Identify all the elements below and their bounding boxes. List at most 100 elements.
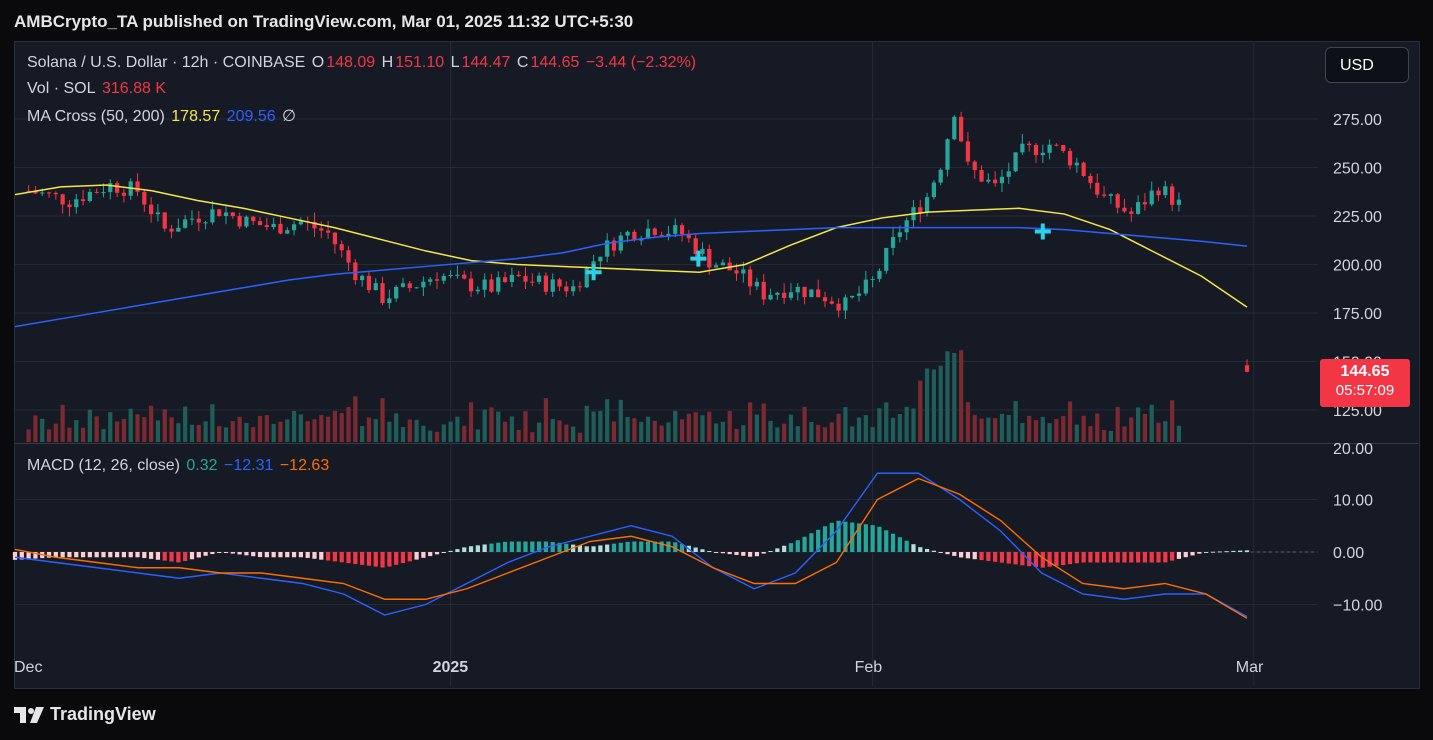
ma-legend: MA Cross (50, 200) 178.57 209.56 ∅	[27, 106, 298, 126]
ma-50-line	[14, 184, 1248, 308]
volume-bar	[271, 423, 276, 442]
currency-button[interactable]: USD	[1325, 47, 1409, 83]
macd-hist-bar	[448, 550, 453, 552]
candle-body	[46, 192, 52, 194]
macd-hist-bar	[414, 552, 419, 560]
macd-hist-bar	[822, 526, 828, 552]
close-value: 144.65	[530, 54, 580, 71]
candle-body	[509, 274, 514, 282]
volume-bar	[1156, 422, 1161, 442]
candle-body	[1176, 199, 1182, 205]
macd-hist-bar	[60, 552, 65, 558]
macd-hist-bar	[645, 541, 651, 552]
macd-hist-bar	[135, 552, 140, 558]
candle-body	[1074, 162, 1079, 166]
macd-hist-bar	[230, 552, 235, 554]
macd-hist-bar	[639, 541, 644, 552]
macd-hist-bar	[183, 552, 188, 561]
candle-body	[53, 192, 58, 195]
volume-bar	[346, 407, 351, 442]
volume-bar	[1129, 417, 1134, 442]
candle-body	[40, 192, 45, 194]
macd-hist-bar	[843, 521, 848, 552]
candle-body	[1101, 194, 1107, 196]
macd-hist-bar	[782, 545, 787, 552]
candle-body	[795, 286, 800, 293]
volume-bar	[46, 429, 52, 442]
volume-bar	[1176, 425, 1182, 442]
volume-bar	[121, 418, 127, 442]
volume-bar	[754, 414, 760, 442]
macd-hist-bar	[455, 549, 460, 552]
candle-body	[482, 279, 487, 290]
volume-bar	[26, 429, 31, 442]
macd-hist-bar	[12, 552, 18, 560]
volume-bar	[33, 415, 38, 442]
candle-body	[1135, 202, 1141, 214]
volume-bar	[67, 427, 72, 442]
macd-hist-bar	[489, 543, 494, 552]
candle-body	[26, 190, 31, 192]
candle-body	[298, 221, 303, 225]
macd-hist-bar	[652, 541, 657, 552]
volume-bar	[700, 415, 705, 442]
publish-line: AMBCrypto_TA published on TradingView.co…	[14, 12, 634, 31]
volume-bar	[455, 416, 460, 442]
candle-body	[863, 279, 868, 294]
candle-body	[1149, 190, 1154, 205]
volume-bar	[938, 365, 943, 442]
candle-body	[598, 256, 603, 262]
candle-body	[1013, 152, 1018, 172]
candle-body	[530, 281, 535, 283]
volume-bar	[366, 417, 372, 442]
macd-hist-bar	[101, 552, 106, 558]
macd-hist-bar	[775, 548, 780, 552]
macd-hist-bar	[523, 541, 528, 552]
volume-bar	[108, 412, 113, 442]
candle-body	[625, 231, 630, 236]
open-label: O	[311, 54, 325, 71]
volume-bar	[802, 406, 807, 442]
macd-hist-bar	[251, 552, 256, 557]
candle-body	[1081, 162, 1086, 176]
candle-body	[679, 225, 685, 235]
volume-bar	[659, 425, 664, 442]
macd-hist-bar	[237, 552, 242, 555]
macd-hist-bar	[816, 529, 821, 552]
brand-logo: TradingView	[14, 704, 156, 725]
candle-body	[918, 207, 923, 213]
grid-lines	[15, 42, 1418, 686]
volume-bar	[434, 431, 440, 442]
candle-body	[332, 232, 338, 245]
volume-bar	[598, 410, 603, 442]
macd-hist-bar	[189, 552, 195, 560]
macd-hist-bar	[761, 552, 766, 554]
macd-label: MACD (12, 26, close)	[27, 457, 180, 474]
macd-hist-bar	[802, 536, 807, 552]
macd-hist-bar	[1115, 552, 1120, 563]
volume-bar	[251, 427, 256, 442]
volume-bar	[775, 427, 780, 442]
volume-bar	[1006, 414, 1011, 442]
ma50-value: 178.57	[171, 108, 221, 125]
macd-tick-label: 20.00	[1333, 441, 1373, 458]
candle-body	[101, 192, 106, 194]
volume-bar	[557, 420, 562, 442]
candle-body	[400, 283, 406, 287]
macd-hist-bar	[591, 546, 596, 552]
chart-frame[interactable]	[14, 41, 1420, 689]
volume-bar	[203, 421, 208, 442]
macd-hist-bar	[1006, 552, 1011, 564]
candle-body	[434, 279, 440, 281]
macd-histogram	[12, 520, 1250, 568]
candle-body	[652, 228, 657, 235]
macd-hist-bar	[441, 552, 446, 553]
candle-body	[428, 279, 433, 282]
volume-bar	[1122, 426, 1127, 442]
volume-bar	[489, 407, 494, 442]
candle-body	[816, 289, 821, 298]
candle-body	[468, 278, 474, 292]
candle-body	[904, 220, 909, 233]
volume-bar	[189, 424, 195, 442]
